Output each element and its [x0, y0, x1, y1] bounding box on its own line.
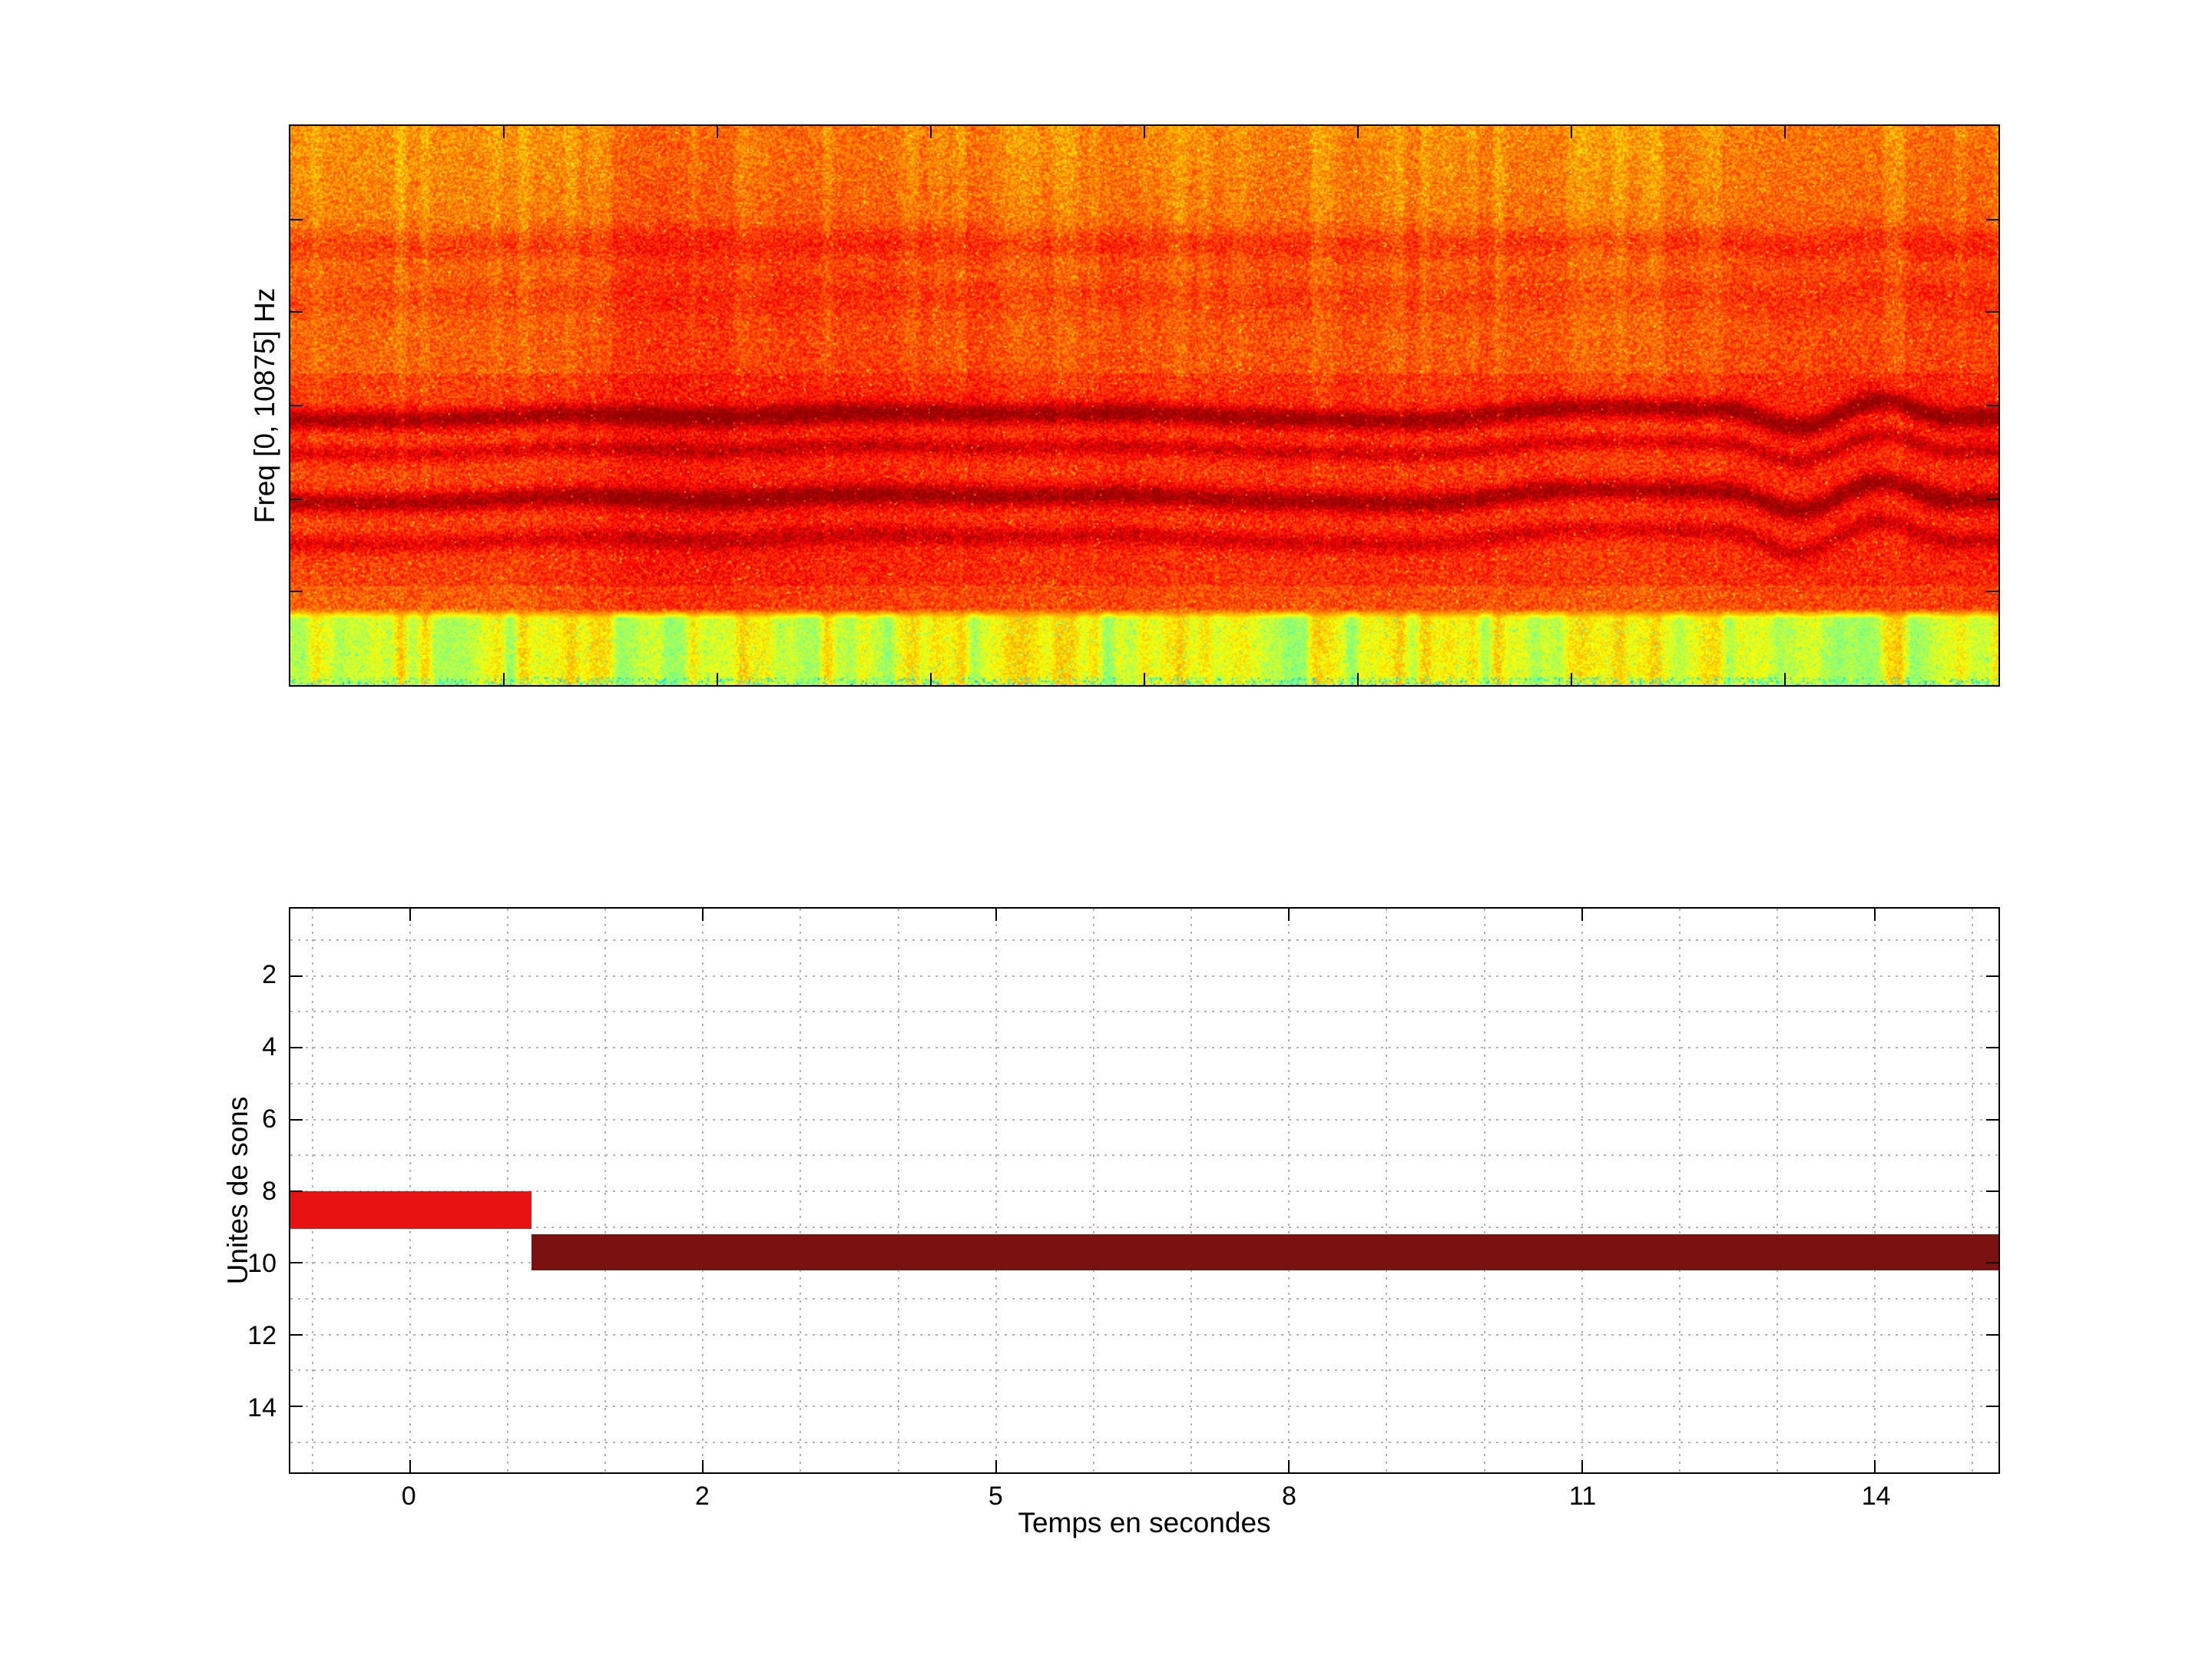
spectrogram-canvas	[290, 126, 1998, 685]
y-tick-label: 8	[262, 1176, 276, 1206]
y-tickmark	[1986, 975, 1998, 977]
horizontal-gridline	[290, 1333, 1998, 1336]
y-tickmark	[290, 1406, 303, 1408]
y-tick-label: 12	[247, 1320, 276, 1350]
x-tick-labels: 0 2 5 8 11 14	[289, 1474, 2000, 1520]
y-tickmark	[290, 1118, 303, 1121]
x-tickmark	[1288, 1460, 1290, 1472]
x-tick-label: 2	[694, 1482, 710, 1511]
y-tickmark	[290, 1333, 303, 1336]
y-tickmark	[290, 975, 303, 977]
horizontal-gridline	[290, 1226, 1998, 1228]
y-tick-label: 6	[262, 1104, 276, 1134]
units-xlabel: Temps en secondes	[1018, 1507, 1271, 1538]
x-tick-label: 5	[988, 1482, 1003, 1511]
y-tick-label: 10	[247, 1248, 276, 1278]
spectrogram-axes	[289, 124, 2000, 687]
horizontal-gridline	[290, 1047, 1998, 1049]
x-tickmark	[1873, 1460, 1876, 1472]
x-tickmark	[1873, 909, 1876, 921]
horizontal-gridline	[290, 1406, 1998, 1408]
x-tickmark	[1288, 909, 1290, 921]
y-tick-label: 14	[247, 1392, 276, 1422]
horizontal-gridline	[290, 1441, 1998, 1443]
y-tickmark	[290, 1047, 303, 1049]
y-tickmark	[1986, 1333, 1998, 1336]
horizontal-gridline	[290, 1082, 1998, 1084]
horizontal-gridline	[290, 1298, 1998, 1300]
x-tick-label: 0	[401, 1482, 416, 1511]
sound-unit-segment	[290, 1190, 531, 1229]
horizontal-gridline	[290, 939, 1998, 942]
horizontal-gridline	[290, 1011, 1998, 1013]
x-tickmark	[702, 1460, 704, 1472]
x-tickmark	[409, 909, 411, 921]
y-tick-label: 2	[262, 960, 276, 990]
y-tickmark	[1986, 1262, 1998, 1264]
x-tickmark	[1581, 1460, 1583, 1472]
units-ylabel: Unites de sons	[222, 1096, 253, 1285]
x-tick-label: 11	[1568, 1482, 1597, 1511]
x-tickmark	[1581, 909, 1583, 921]
horizontal-gridline	[290, 975, 1998, 977]
y-tick-label: 4	[262, 1032, 276, 1062]
horizontal-gridline	[290, 1154, 1998, 1157]
spectrogram-ylabel: Freq [0, 10875] Hz	[249, 287, 280, 524]
y-tickmark	[290, 1262, 303, 1264]
units-axes-wrap: 0 2 5 8 11 14 2 4 6 8 10 12 14	[247, 907, 2000, 1509]
units-plot-area	[289, 907, 2000, 1474]
x-tickmark	[995, 1460, 997, 1472]
y-tickmark	[1986, 1190, 1998, 1192]
y-tick-labels: 2 4 6 8 10 12 14	[220, 907, 289, 1474]
sound-unit-segment	[531, 1233, 1998, 1270]
horizontal-gridline	[290, 1118, 1998, 1121]
y-tickmark	[1986, 1047, 1998, 1049]
x-tick-label: 14	[1861, 1482, 1891, 1511]
x-tick-label: 8	[1282, 1482, 1296, 1511]
y-tickmark	[1986, 1406, 1998, 1408]
horizontal-gridline	[290, 1190, 1998, 1192]
y-tickmark	[1986, 1118, 1998, 1121]
x-tickmark	[409, 1460, 411, 1472]
horizontal-gridline	[290, 1369, 1998, 1372]
x-tickmark	[702, 909, 704, 921]
x-tickmark	[995, 909, 997, 921]
y-tickmark	[290, 1190, 303, 1192]
